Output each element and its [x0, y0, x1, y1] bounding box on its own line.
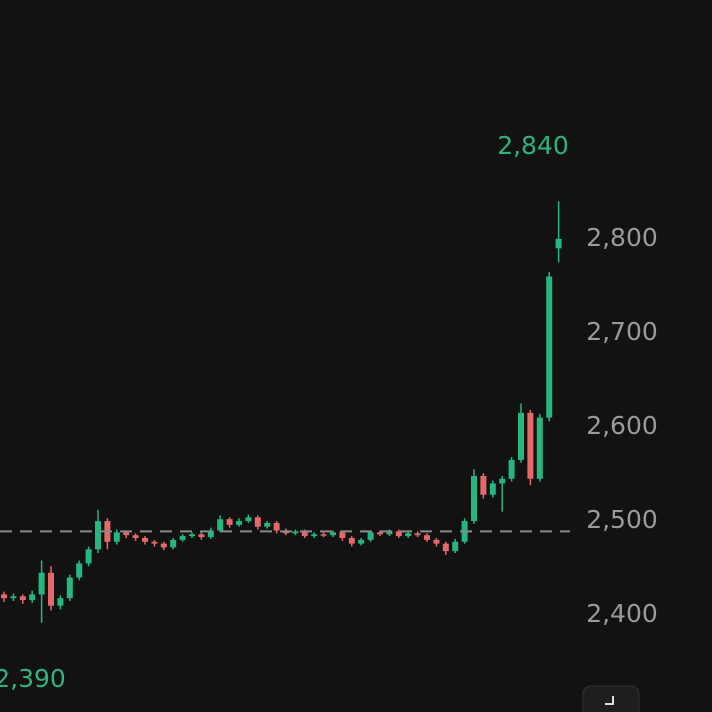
high-label: 2,840 [497, 131, 569, 160]
expand-icon[interactable] [582, 685, 640, 712]
y-tick-label: 2,400 [586, 599, 658, 628]
y-tick-label: 2,700 [586, 317, 658, 346]
y-tick-label: 2,500 [586, 505, 658, 534]
low-label: 2,390 [0, 664, 66, 693]
y-tick-label: 2,800 [586, 223, 658, 252]
y-tick-label: 2,600 [586, 411, 658, 440]
expand-button[interactable] [582, 685, 640, 712]
expand-glyph [605, 696, 614, 705]
